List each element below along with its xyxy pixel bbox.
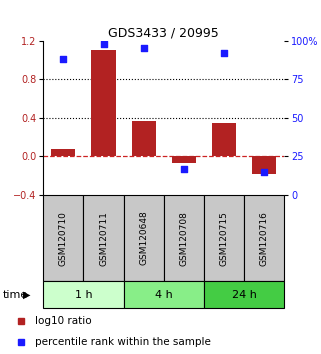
Point: [181, 166, 186, 171]
Bar: [252, 156, 276, 173]
Bar: [204, 281, 284, 308]
Bar: [43, 281, 124, 308]
Point: [261, 169, 266, 175]
Text: 1 h: 1 h: [75, 290, 92, 300]
Text: time: time: [3, 290, 29, 300]
Text: GSM120648: GSM120648: [139, 211, 148, 266]
Point: [221, 50, 226, 56]
Text: GSM120708: GSM120708: [179, 211, 188, 266]
Bar: [164, 195, 204, 281]
Bar: [83, 195, 124, 281]
Point: [61, 56, 66, 62]
Text: log10 ratio: log10 ratio: [35, 316, 91, 326]
Text: 4 h: 4 h: [155, 290, 173, 300]
Text: GSM120710: GSM120710: [59, 211, 68, 266]
Text: GSM120715: GSM120715: [219, 211, 229, 266]
Text: percentile rank within the sample: percentile rank within the sample: [35, 337, 211, 347]
Bar: [91, 50, 116, 156]
Bar: [124, 281, 204, 308]
Bar: [244, 195, 284, 281]
Text: 24 h: 24 h: [231, 290, 256, 300]
Point: [101, 41, 106, 47]
Bar: [212, 122, 236, 156]
Bar: [204, 195, 244, 281]
Bar: [124, 195, 164, 281]
Text: ▶: ▶: [23, 290, 31, 300]
Bar: [132, 121, 156, 156]
Bar: [43, 195, 83, 281]
Text: GSM120716: GSM120716: [259, 211, 269, 266]
Title: GDS3433 / 20995: GDS3433 / 20995: [108, 27, 219, 40]
Bar: [172, 156, 196, 163]
Point: [141, 46, 146, 51]
Bar: [51, 149, 75, 156]
Text: GSM120711: GSM120711: [99, 211, 108, 266]
